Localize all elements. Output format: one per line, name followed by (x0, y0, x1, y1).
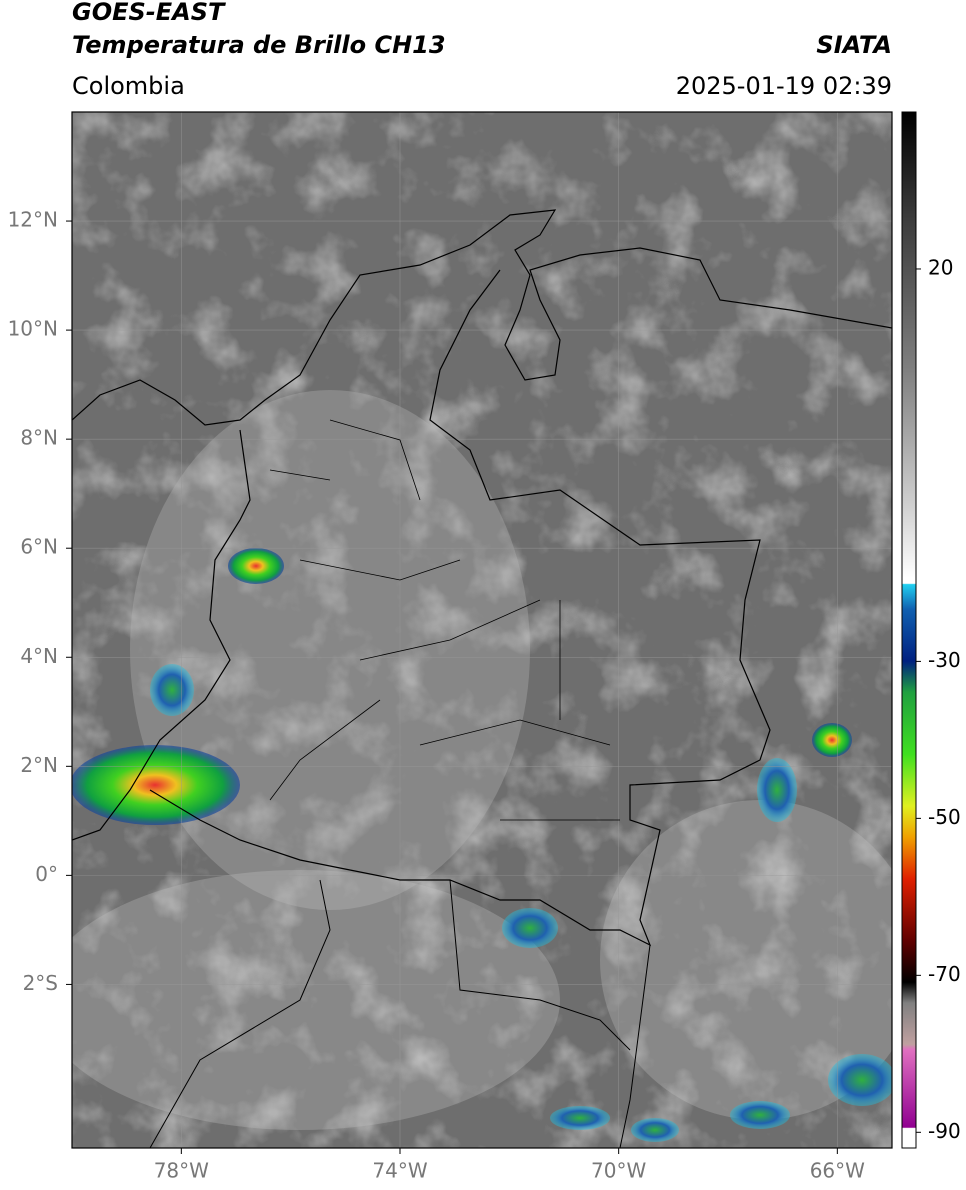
map-frame (71, 111, 893, 1149)
storm (502, 908, 558, 948)
y-tick-label: 2°N (20, 753, 58, 777)
y-tick-label: 2°S (23, 971, 58, 995)
cloud (72, 870, 560, 1130)
title: GOES-EAST (72, 0, 226, 26)
storm (150, 664, 194, 716)
storm (828, 1054, 892, 1106)
y-tick-label: 8°N (20, 426, 58, 450)
y-tick-label: 12°N (8, 208, 58, 232)
timestamp: 2025-01-19 02:39 (676, 72, 892, 100)
colorbar-tick-label: -70 (928, 962, 961, 986)
cloud (130, 390, 530, 910)
y-tick-label: 10°N (8, 317, 58, 341)
subtitle: Temperatura de Brillo CH13 (72, 31, 446, 59)
colorbar-tick-label: 20 (928, 255, 953, 279)
state-border (269, 419, 620, 821)
colorbar-fill (902, 112, 916, 1148)
national-border (149, 879, 651, 1148)
coastline (72, 209, 892, 426)
colorbar-frame (901, 111, 917, 1149)
y-tick-label: 6°N (20, 535, 58, 559)
x-tick-label: 74°W (372, 1159, 427, 1183)
borders (72, 209, 892, 1148)
national-border (149, 269, 771, 947)
storm (757, 758, 797, 822)
cloud-texture (72, 112, 892, 1148)
storm (72, 745, 240, 825)
cloud (600, 800, 892, 1120)
colorbar-tick-label: -30 (928, 648, 961, 672)
region: Colombia (72, 72, 185, 100)
colorbar-tick-label: -90 (928, 1119, 961, 1143)
map (72, 112, 892, 1148)
storm (550, 1106, 610, 1130)
storm (228, 548, 284, 584)
y-tick-label: 4°N (20, 644, 58, 668)
x-tick-label: 66°W (810, 1159, 865, 1183)
x-tick-label: 78°W (154, 1159, 209, 1183)
storm (730, 1101, 790, 1129)
storm (631, 1118, 679, 1142)
y-tick-label: 0° (35, 862, 58, 886)
source: SIATA (816, 31, 892, 59)
x-tick-label: 70°W (591, 1159, 646, 1183)
colorbar-tick-label: -50 (928, 805, 961, 829)
storm (812, 723, 852, 757)
coastline (72, 429, 251, 841)
